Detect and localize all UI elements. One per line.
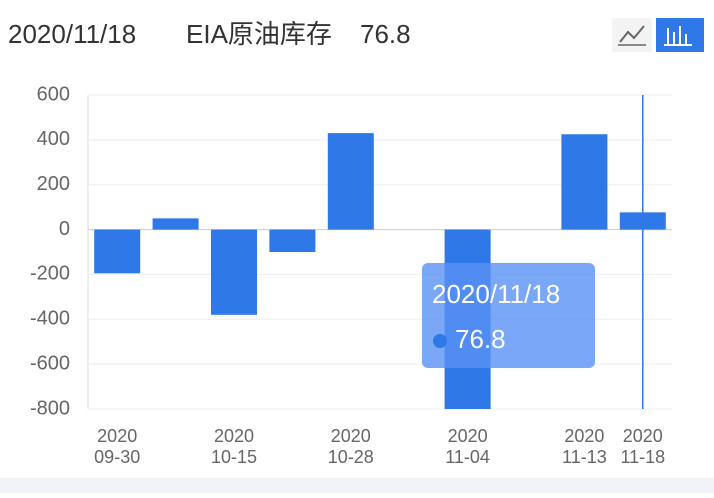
title-name: EIA原油库存 <box>186 19 332 49</box>
x-tick-label: 2020 <box>448 426 488 446</box>
y-tick-label: 600 <box>37 83 70 105</box>
x-tick-label: 10-28 <box>328 447 374 467</box>
bar-chart-button[interactable] <box>656 18 704 52</box>
x-tick-label: 10-15 <box>211 447 257 467</box>
x-tick-label: 2020 <box>623 426 663 446</box>
title-value: 76.8 <box>360 19 411 49</box>
x-tick-label: 11-04 <box>445 447 490 467</box>
bar <box>152 218 199 230</box>
y-tick-label: -200 <box>30 263 70 285</box>
tooltip-dot <box>433 334 447 348</box>
tooltip-value: 76.8 <box>455 324 506 354</box>
x-tick-label: 11-18 <box>620 447 665 467</box>
footer-strip <box>0 478 714 493</box>
title-date: 2020/11/18 <box>8 19 136 49</box>
x-tick-label: 09-30 <box>94 447 140 467</box>
x-tick-label: 2020 <box>331 426 371 446</box>
x-tick-label: 2020 <box>97 426 137 446</box>
line-chart-button[interactable] <box>612 18 652 52</box>
bar <box>561 134 608 230</box>
y-tick-label: -800 <box>30 397 70 419</box>
y-tick-label: -400 <box>30 308 70 330</box>
bar <box>94 229 141 274</box>
x-tick-label: 11-13 <box>562 447 607 467</box>
y-tick-label: -600 <box>30 352 70 374</box>
y-tick-label: 400 <box>37 128 70 150</box>
bar <box>269 229 316 252</box>
icon <box>619 25 645 43</box>
y-tick-label: 200 <box>37 173 70 195</box>
y-tick-label: 0 <box>59 218 70 240</box>
x-tick-label: 2020 <box>214 426 254 446</box>
bar <box>327 133 374 230</box>
bar <box>211 229 257 315</box>
tooltip <box>422 263 595 368</box>
icon <box>664 26 692 46</box>
tooltip-title: 2020/11/18 <box>432 279 560 309</box>
x-tick-label: 2020 <box>564 426 604 446</box>
